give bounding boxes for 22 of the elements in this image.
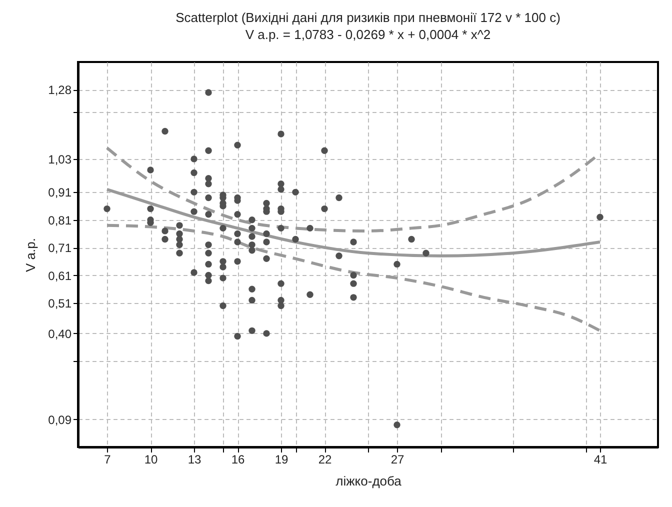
y-tick-label: 0,51 bbox=[48, 296, 72, 310]
x-tick-label: 22 bbox=[318, 452, 332, 466]
y-tick-label: 1,28 bbox=[48, 83, 72, 98]
x-tick-label: 41 bbox=[594, 452, 608, 466]
chart-subtitle: V а.р. = 1,0783 - 0,0269 * x + 0,0004 * x^2 bbox=[245, 27, 491, 42]
y-tick-label: 0,61 bbox=[48, 268, 72, 283]
y-axis-title: V а.р. bbox=[23, 238, 38, 272]
chart-title: Scatterplot (Вихідні дані для ризиків при пневмонії 172 v * 100 c) bbox=[176, 10, 560, 25]
x-tick-label: 7 bbox=[104, 452, 112, 466]
x-tick-label: 10 bbox=[144, 452, 158, 466]
line-series bbox=[106, 188, 602, 258]
x-axis-title: ліжко-доба bbox=[336, 474, 402, 488]
x-tick-label: 27 bbox=[390, 452, 404, 466]
x-tick-label: 19 bbox=[274, 452, 288, 466]
y-tick-label: 0,40 bbox=[48, 326, 72, 341]
y-tick-label: 0,09 bbox=[48, 412, 72, 427]
y-tick-label: 0,91 bbox=[48, 186, 72, 200]
y-tick-label: 1,03 bbox=[48, 152, 72, 166]
x-tick-label: 16 bbox=[231, 452, 245, 466]
y-tick-label: 0,71 bbox=[48, 241, 72, 256]
x-tick-label: 13 bbox=[188, 452, 202, 466]
y-tick-label: 0,81 bbox=[48, 213, 72, 228]
